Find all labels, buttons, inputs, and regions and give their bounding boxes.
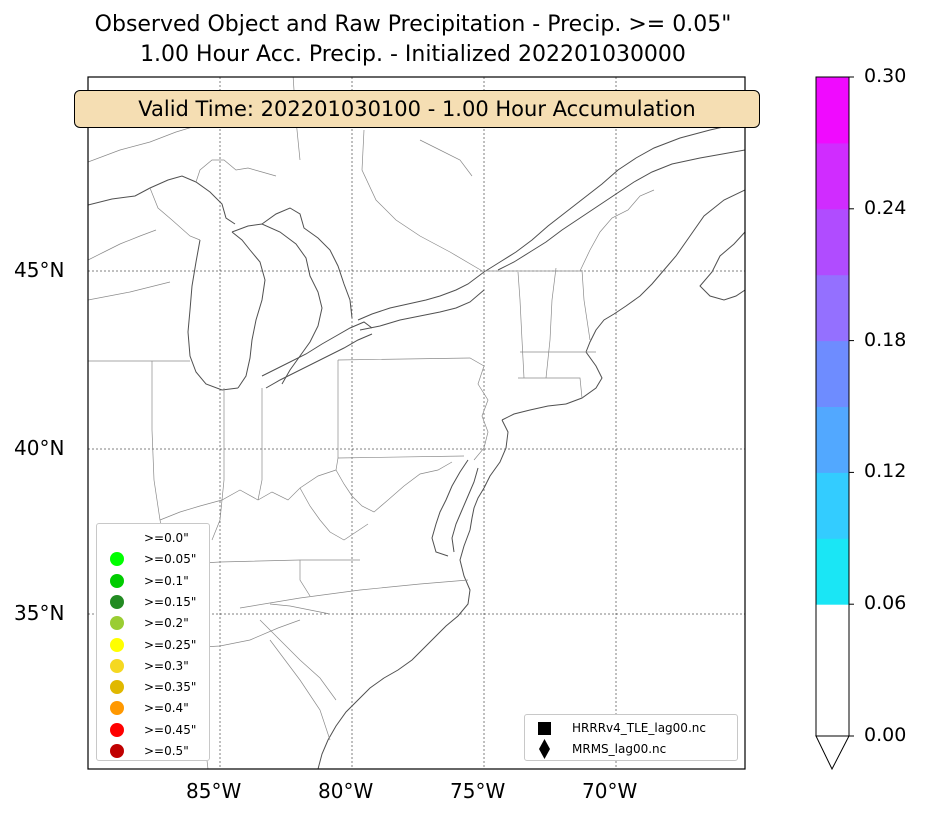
legend-item: >=0.0" [97,528,209,548]
colorbar-tick-label: 0.18 [864,328,907,351]
legend-label: >=0.2" [144,616,189,631]
precip-threshold-legend: >=0.0" >=0.05" >=0.1" >=0.15" >=0.2" >=0.25" >… [96,523,210,761]
legend-item: >=0.25" [97,635,209,655]
legend-item: >=0.4" [97,698,209,718]
source-legend-label: HRRRv4_TLE_lag00.nc [572,721,706,735]
legend-label: >=0.0" [144,531,189,545]
colorbar-segment [816,472,849,539]
legend-label: >=0.45" [144,722,197,737]
lon-label-75w: 75°W [450,779,506,803]
lat-label-40n: 40°N [14,436,65,460]
colorbar-tick-label: 0.30 [864,65,907,87]
legend-item: >=0.15" [97,592,209,612]
colorbar-tick-label: 0.00 [864,724,907,746]
colorbar-tick-label: 0.06 [864,592,907,615]
chart-title-line-1: Observed Object and Raw Precipitation - … [94,12,732,37]
colorbar-extend-triangle [815,735,850,771]
legend-dot-icon [110,552,124,567]
colorbar-tick-label: 0.12 [864,460,907,483]
legend-item: >=0.2" [97,613,209,633]
lon-label-85w: 85°W [186,779,242,803]
diamond-marker-icon [539,739,550,759]
source-legend-item-mrms: MRMS_lag00.nc [525,739,737,759]
political-boundaries [88,77,655,769]
colorbar-segment [816,340,849,407]
legend-item: >=0.45" [97,720,209,740]
colorbar [815,76,850,771]
source-legend-item-hrrr: HRRRv4_TLE_lag00.nc [525,718,737,738]
legend-label: >=0.25" [144,637,197,652]
legend-dot-icon [110,531,124,545]
source-legend-label: MRMS_lag00.nc [572,742,667,756]
legend-item: >=0.1" [97,571,209,591]
colorbar-segment [816,274,849,342]
legend-dot-icon [110,594,124,609]
legend-dot-icon [110,722,124,737]
colorbar-segment [816,142,849,210]
colorbar-segment [816,77,849,144]
coastlines [88,121,745,769]
legend-dot-icon [110,658,124,673]
lat-label-45n: 45°N [14,258,65,282]
legend-dot-icon [110,680,124,695]
legend-label: >=0.15" [144,594,197,609]
legend-item: >=0.3" [97,656,209,676]
legend-label: >=0.1" [144,573,189,588]
valid-time-label: Valid Time: 202201030100 - 1.00 Hour Acc… [74,90,760,128]
colorbar-segment [816,538,849,605]
legend-label: >=0.3" [144,658,189,673]
square-marker-icon [538,722,551,735]
legend-label: >=0.4" [144,701,189,716]
legend-label: >=0.35" [144,680,197,695]
legend-dot-icon [110,637,124,652]
legend-dot-icon [110,744,124,758]
graticule [88,77,745,769]
colorbar-tick-label: 0.24 [864,196,907,219]
legend-item: >=0.05" [97,549,209,569]
colorbar-outline [815,76,850,737]
legend-dot-icon [110,616,124,631]
colorbar-segment [816,604,849,736]
lon-label-80w: 80°W [318,779,374,803]
legend-label: >=0.05" [144,552,197,567]
chart-title-line-2: 1.00 Hour Acc. Precip. - Initialized 202… [140,42,686,67]
legend-dot-icon [110,573,124,588]
lat-label-35n: 35°N [14,601,65,625]
legend-label: >=0.5" [144,744,189,758]
source-legend: HRRRv4_TLE_lag00.nc MRMS_lag00.nc [524,714,738,761]
legend-item: >=0.5" [97,741,209,761]
colorbar-segment [816,208,849,276]
lon-label-70w: 70°W [582,779,638,803]
legend-dot-icon [110,701,124,716]
colorbar-segment [816,406,849,473]
map-frame [87,76,746,770]
legend-item: >=0.35" [97,677,209,697]
